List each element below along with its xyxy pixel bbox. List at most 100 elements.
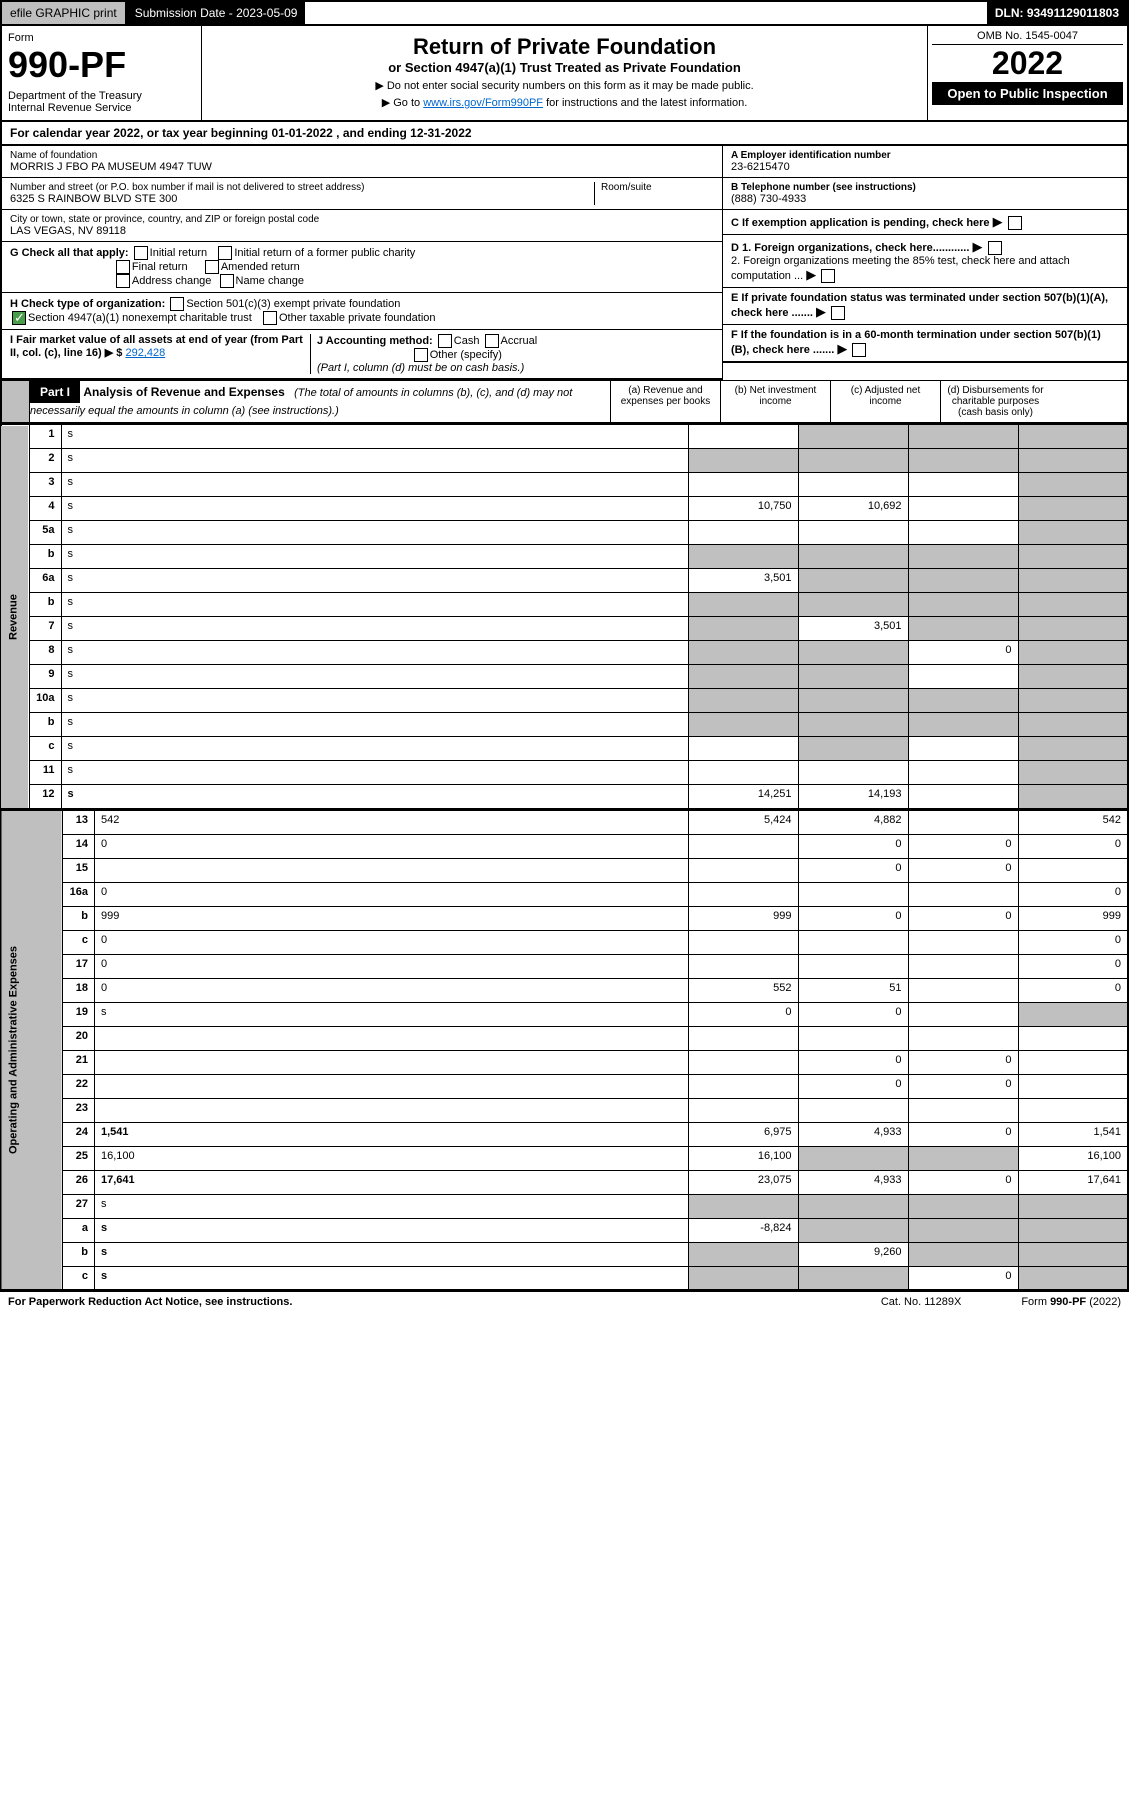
cell-value: 4,882 (798, 810, 908, 834)
cell-value: 0 (688, 1002, 798, 1026)
d1-label: D 1. Foreign organizations, check here..… (731, 242, 969, 254)
cell-value (688, 1050, 798, 1074)
cell-value (908, 761, 1018, 785)
table-row: 9s (1, 665, 1128, 689)
form-number: 990-PF (8, 44, 195, 86)
table-row: 1500 (1, 858, 1128, 882)
checkbox-other-tax[interactable] (263, 311, 277, 325)
foundation-name-cell: Name of foundation MORRIS J FBO PA MUSEU… (2, 146, 722, 178)
cell-shaded (688, 665, 798, 689)
cell-shaded (1018, 785, 1128, 809)
cell-value (908, 954, 1018, 978)
cell-value: 1,541 (1018, 1122, 1128, 1146)
cell-value (1018, 858, 1128, 882)
cell-value: 23,075 (688, 1170, 798, 1194)
checkbox-final[interactable] (116, 260, 130, 274)
row-desc: s (61, 761, 688, 785)
row-num: 4 (29, 497, 61, 521)
cell-shaded (908, 1218, 1018, 1242)
row-num: 12 (29, 785, 61, 809)
row-num: 19 (63, 1002, 95, 1026)
checkbox-other-acct[interactable] (414, 348, 428, 362)
cell-value (688, 737, 798, 761)
cell-value (688, 1074, 798, 1098)
row-desc (95, 1026, 689, 1050)
row-desc: s (61, 785, 688, 809)
row-desc: 16,100 (95, 1146, 689, 1170)
cell-shaded (1018, 761, 1128, 785)
form-label: Form (8, 32, 195, 44)
cell-value (1018, 1050, 1128, 1074)
cell-value (688, 761, 798, 785)
row-num: 21 (63, 1050, 95, 1074)
cell-value (688, 930, 798, 954)
cell-value (798, 954, 908, 978)
checkbox-initial-return[interactable] (134, 246, 148, 260)
checkbox-f[interactable] (852, 343, 866, 357)
row-desc: 0 (95, 834, 689, 858)
row-num: 13 (63, 810, 95, 834)
cell-shaded (1018, 449, 1128, 473)
checkbox-501c3[interactable] (170, 297, 184, 311)
cell-value: 3,501 (688, 569, 798, 593)
row-desc: s (95, 1266, 689, 1290)
table-row: 3s (1, 473, 1128, 497)
h-section: H Check type of organization: Section 50… (2, 293, 722, 330)
checkbox-d1[interactable] (988, 241, 1002, 255)
cell-value (798, 1026, 908, 1050)
cell-value: 16,100 (688, 1146, 798, 1170)
cell-value (688, 425, 798, 449)
cell-value: 0 (908, 1050, 1018, 1074)
cell-value (688, 473, 798, 497)
table-row: 180552510 (1, 978, 1128, 1002)
cell-value: 0 (908, 1170, 1018, 1194)
ein: 23-6215470 (731, 161, 1119, 173)
checkbox-addr-change[interactable] (116, 274, 130, 288)
revenue-table: Revenue1s2s3s4s10,75010,6925asbs6as3,501… (0, 424, 1129, 810)
cell-shaded (798, 449, 908, 473)
checkbox-accrual[interactable] (485, 334, 499, 348)
checkbox-c[interactable] (1008, 216, 1022, 230)
cell-shaded (908, 617, 1018, 641)
checkbox-initial-former[interactable] (218, 246, 232, 260)
cell-shaded (1018, 521, 1128, 545)
checkbox-cash[interactable] (438, 334, 452, 348)
opt-501c3: Section 501(c)(3) exempt private foundat… (186, 298, 400, 310)
table-row: 5as (1, 521, 1128, 545)
row-desc (95, 1074, 689, 1098)
info-left: Name of foundation MORRIS J FBO PA MUSEU… (2, 146, 722, 380)
checkbox-e[interactable] (831, 306, 845, 320)
cell-value: 0 (908, 1074, 1018, 1098)
cell-shaded (908, 1194, 1018, 1218)
row-desc: s (95, 1194, 689, 1218)
checkbox-name-change[interactable] (220, 274, 234, 288)
row-desc: s (61, 521, 688, 545)
row-num: 25 (63, 1146, 95, 1170)
row-desc: 999 (95, 906, 689, 930)
cell-value (798, 930, 908, 954)
row-desc (95, 1050, 689, 1074)
opt-cash: Cash (454, 335, 480, 347)
irs-link[interactable]: www.irs.gov/Form990PF (423, 97, 543, 109)
cell-shaded (1018, 569, 1128, 593)
side-spacer (2, 381, 30, 422)
cell-shaded (688, 1242, 798, 1266)
cell-value (688, 1098, 798, 1122)
dln: DLN: 93491129011803 (987, 2, 1127, 24)
f-label: F If the foundation is in a 60-month ter… (731, 329, 1101, 356)
cell-value: 0 (1018, 930, 1128, 954)
cell-shaded (908, 713, 1018, 737)
checkbox-d2[interactable] (821, 269, 835, 283)
cell-value (798, 882, 908, 906)
table-row: 12s14,25114,193 (1, 785, 1128, 809)
cell-value (908, 978, 1018, 1002)
table-row: cs0 (1, 1266, 1128, 1290)
checkbox-amended[interactable] (205, 260, 219, 274)
side-label: Operating and Administrative Expenses (1, 810, 63, 1290)
checkbox-4947[interactable] (12, 311, 26, 325)
cell-shaded (1018, 737, 1128, 761)
row-num: b (63, 1242, 95, 1266)
cell-shaded (1018, 1242, 1128, 1266)
cell-shaded (1018, 425, 1128, 449)
address-row: Number and street (or P.O. box number if… (2, 178, 722, 210)
